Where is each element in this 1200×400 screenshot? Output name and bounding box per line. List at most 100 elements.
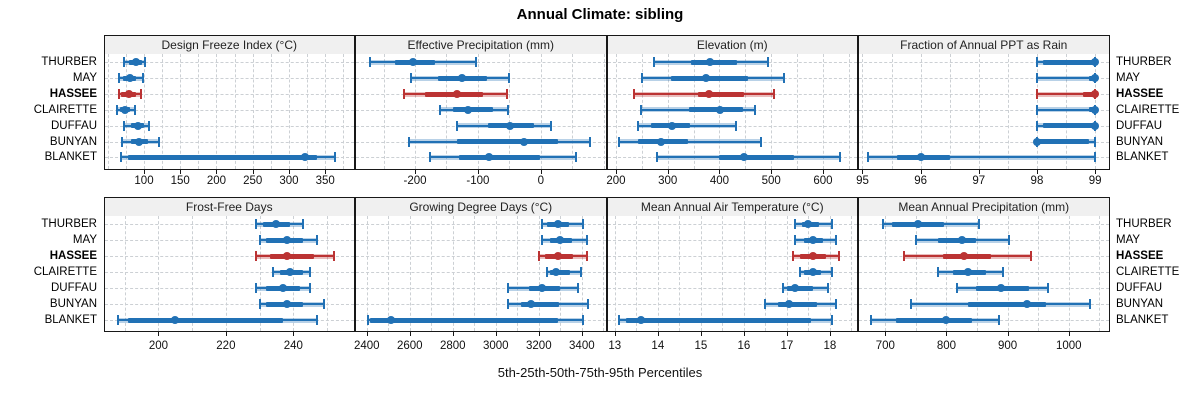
- whisker-cap-left: [869, 315, 872, 325]
- vertical-gridline: [614, 216, 616, 331]
- axis-tick-mark: [415, 170, 417, 174]
- vertical-gridline: [517, 216, 519, 331]
- row-label-left-thurber: THURBER: [41, 218, 97, 230]
- median-dot: [300, 153, 309, 162]
- horizontal-gridline: [859, 94, 1109, 95]
- axis-tick-label: 0: [537, 175, 544, 187]
- interquartile-bar: [719, 154, 795, 160]
- median-dot: [1032, 137, 1041, 146]
- axis-tick-mark: [614, 332, 616, 336]
- vertical-gridline: [851, 216, 853, 331]
- axis-tick-mark: [495, 332, 497, 336]
- panel-plot-area: [355, 216, 607, 332]
- row-label-right-blanket: BLANKET: [1116, 314, 1169, 326]
- median-dot: [125, 74, 134, 83]
- whisker-cap-left: [439, 104, 442, 115]
- median-dot: [282, 252, 291, 260]
- interquartile-bar: [691, 59, 738, 65]
- vertical-gridline: [509, 54, 511, 169]
- median-dot: [704, 90, 713, 98]
- whisker-cap-right: [309, 267, 312, 277]
- axis-tick-mark: [216, 170, 218, 174]
- axis-tick-mark: [144, 170, 145, 174]
- median-dot: [387, 316, 396, 324]
- axis-tick-label: -100: [466, 175, 490, 187]
- interquartile-bar: [369, 317, 559, 323]
- whisker-cap-right: [831, 219, 834, 229]
- median-dot: [485, 153, 494, 162]
- whisker-cap-left: [537, 251, 540, 261]
- vertical-gridline: [327, 216, 329, 331]
- whisker-cap-right: [1094, 136, 1097, 147]
- whisker-cap-left: [617, 136, 620, 147]
- whisker-cap-left: [902, 251, 905, 261]
- axis-tick-label: 100: [134, 175, 154, 187]
- median-dot: [171, 316, 180, 324]
- median-dot: [505, 121, 514, 130]
- vertical-gridline: [946, 216, 948, 331]
- panel-elevation-m: Elevation (m): [606, 35, 858, 175]
- whisker-cap-left: [637, 120, 640, 131]
- vertical-gridline: [915, 216, 917, 331]
- vertical-gridline: [771, 54, 773, 169]
- panel-plot-area: [103, 54, 355, 170]
- vertical-gridline: [920, 54, 922, 169]
- row-label-right-hassee: HASSEE: [1116, 250, 1164, 262]
- vertical-gridline: [474, 216, 476, 331]
- axis-tick-mark: [225, 332, 227, 336]
- row-label-left-duffau: DUFFAU: [51, 119, 97, 132]
- whisker-cap-left: [798, 267, 801, 277]
- whisker-cap-left: [655, 152, 658, 163]
- vertical-gridline: [538, 216, 540, 331]
- vertical-gridline: [366, 216, 368, 331]
- axis-tick-label: 600: [813, 175, 833, 187]
- vertical-gridline: [641, 54, 643, 169]
- median-dot: [808, 268, 817, 276]
- range-5th-95th-line: [1036, 108, 1096, 111]
- whisker-cap-right: [588, 136, 591, 147]
- median-dot: [452, 90, 461, 98]
- axis-tick-mark: [667, 170, 669, 174]
- axis-tick-mark: [1095, 170, 1097, 174]
- vertical-gridline: [949, 54, 951, 169]
- row-label-right-bunyan: BUNYAN: [1116, 135, 1164, 148]
- axis-tick-label: 200: [606, 175, 626, 187]
- range-5th-95th-line: [618, 140, 761, 143]
- axis-tick-mark: [409, 332, 411, 336]
- axis-tick-label: 150: [170, 175, 190, 187]
- panel-plot-area: [858, 216, 1110, 332]
- whisker-cap-right: [315, 235, 318, 245]
- axis-tick-mark: [288, 170, 290, 174]
- axis-tick-label: 900: [998, 340, 1018, 352]
- vertical-gridline: [1068, 216, 1070, 331]
- whisker-cap-right: [835, 235, 838, 245]
- vertical-gridline: [765, 216, 767, 331]
- axis-tick-label: 13: [608, 340, 622, 352]
- axis-tick-label: 1000: [1055, 340, 1082, 352]
- axis-tick-label: 97: [972, 175, 986, 187]
- median-dot: [958, 236, 967, 244]
- panel-plot-area: [606, 54, 858, 170]
- vertical-gridline: [978, 54, 980, 169]
- vertical-gridline: [325, 54, 327, 169]
- panel-strip-title: Elevation (m): [606, 35, 858, 55]
- vertical-gridline: [259, 216, 261, 331]
- row-label-left-may: MAY: [72, 234, 97, 246]
- whisker-cap-right: [772, 89, 775, 99]
- axis-tick-label: 240: [283, 340, 303, 352]
- median-dot: [963, 268, 972, 276]
- whisker-cap-left: [366, 315, 369, 325]
- median-dot: [1091, 121, 1100, 130]
- row-label-left-hassee: HASSEE: [49, 88, 97, 100]
- interquartile-bar: [456, 139, 558, 145]
- median-dot: [134, 137, 143, 146]
- horizontal-gridline: [104, 240, 354, 241]
- whisker-cap-right: [579, 267, 582, 277]
- interquartile-bar: [453, 107, 493, 113]
- vertical-gridline: [252, 54, 254, 169]
- panel-strip-title: Frost-Free Days: [103, 197, 355, 217]
- axis-tick-label: 99: [1088, 175, 1102, 187]
- row-label-left-thurber: THURBER: [41, 56, 97, 69]
- axis-tick-mark: [615, 170, 617, 174]
- panel-growing-degree-days-c: Growing Degree Days (°C): [355, 197, 607, 337]
